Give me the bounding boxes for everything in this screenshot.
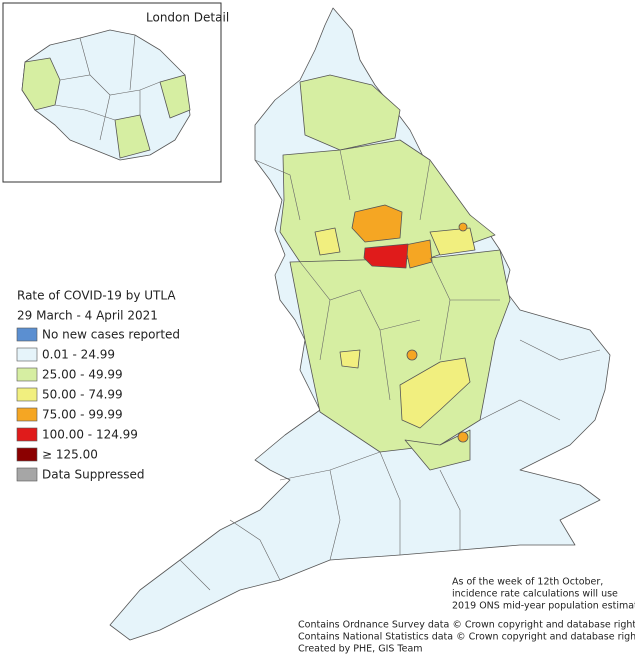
red-area xyxy=(363,243,409,269)
note: As of the week of 12th October,incidence… xyxy=(452,577,635,612)
note-line: incidence rate calculations will use xyxy=(452,589,618,600)
boundaries xyxy=(179,149,601,591)
london-boundaries xyxy=(54,34,161,141)
credit-line: Created by PHE, GIS Team xyxy=(298,644,423,655)
legend-swatch xyxy=(16,447,38,462)
orange-area xyxy=(351,204,403,243)
orange-area xyxy=(457,431,469,443)
legend-label: 100.00 - 124.99 xyxy=(42,428,138,442)
legend-swatch xyxy=(16,427,38,442)
credit-line: Contains National Statistics data © Crow… xyxy=(298,632,635,643)
legend-swatch xyxy=(16,387,38,402)
england-map xyxy=(109,7,611,641)
legend-label: Data Suppressed xyxy=(42,468,144,482)
north-east-region xyxy=(299,74,401,151)
legend-label: 0.01 - 24.99 xyxy=(42,348,115,362)
yellow-area xyxy=(399,357,471,429)
yellow-area xyxy=(339,349,361,369)
legend-label: 25.00 - 49.99 xyxy=(42,368,123,382)
london-borough xyxy=(114,114,151,159)
legend-swatch xyxy=(16,347,38,362)
orange-area xyxy=(458,222,468,232)
note-line: As of the week of 12th October, xyxy=(452,577,603,588)
credit-line: Contains Ordnance Survey data © Crown co… xyxy=(298,620,635,631)
credits: Contains Ordnance Survey data © Crown co… xyxy=(298,620,635,655)
note-line: 2019 ONS mid-year population estimates. xyxy=(452,601,635,612)
legend-label: ≥ 125.00 xyxy=(42,448,98,462)
yellow-area xyxy=(314,227,341,256)
legend-swatch xyxy=(16,367,38,382)
legend-title: Rate of COVID-19 by UTLA xyxy=(17,289,176,303)
inset-title: London Detail xyxy=(146,11,229,25)
london-borough xyxy=(159,74,191,119)
east-region xyxy=(404,429,471,471)
legend-label: 50.00 - 74.99 xyxy=(42,388,123,402)
london-map xyxy=(21,29,191,161)
legend: Rate of COVID-19 by UTLA 29 March - 4 Ap… xyxy=(16,289,180,482)
legend-swatch xyxy=(16,327,38,342)
orange-area xyxy=(406,349,418,361)
legend-subtitle: 29 March - 4 April 2021 xyxy=(17,309,158,323)
yellow-area xyxy=(429,227,476,256)
legend-swatch xyxy=(16,407,38,422)
legend-label: No new cases reported xyxy=(42,328,180,342)
legend-label: 75.00 - 99.99 xyxy=(42,408,123,422)
legend-swatch xyxy=(16,467,38,482)
